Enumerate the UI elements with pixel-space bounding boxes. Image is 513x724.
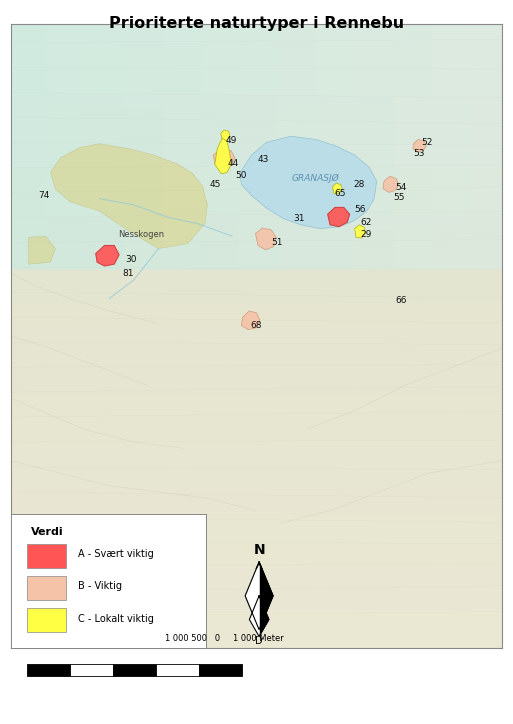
Polygon shape [259, 596, 269, 636]
Text: Nesskogen: Nesskogen [118, 230, 164, 240]
Polygon shape [95, 245, 119, 266]
Text: 81: 81 [123, 269, 134, 278]
Bar [70, 665, 113, 676]
Text: 65: 65 [334, 189, 345, 198]
Text: 29: 29 [361, 230, 372, 240]
Text: 1 000 500   0: 1 000 500 0 [165, 634, 220, 643]
Bar [27, 544, 66, 568]
Polygon shape [240, 136, 377, 229]
Text: 52: 52 [421, 138, 432, 147]
Bar [27, 576, 66, 599]
Polygon shape [249, 596, 259, 636]
Text: A - Svært viktig: A - Svært viktig [77, 550, 153, 559]
Text: 28: 28 [353, 180, 365, 190]
Polygon shape [259, 562, 273, 630]
Polygon shape [354, 225, 365, 238]
Polygon shape [50, 144, 207, 248]
Text: 44: 44 [227, 159, 239, 168]
Bar [27, 665, 70, 676]
Text: 62: 62 [361, 218, 372, 227]
Text: 68: 68 [251, 321, 262, 330]
Text: 74: 74 [38, 191, 50, 200]
Text: 51: 51 [271, 237, 283, 247]
Bar [113, 665, 156, 676]
Polygon shape [213, 148, 235, 167]
Bar [156, 665, 199, 676]
Text: 50: 50 [235, 171, 246, 180]
Polygon shape [245, 562, 259, 630]
Bar [27, 608, 66, 632]
Polygon shape [255, 228, 276, 250]
Text: 66: 66 [396, 296, 407, 305]
Text: 30: 30 [125, 256, 136, 264]
Text: B - Viktig: B - Viktig [77, 581, 122, 592]
Text: 54: 54 [395, 183, 406, 192]
Text: Verdi: Verdi [31, 527, 64, 537]
Polygon shape [413, 139, 426, 152]
Polygon shape [241, 311, 260, 329]
Polygon shape [28, 236, 55, 264]
Polygon shape [215, 138, 231, 174]
Polygon shape [383, 176, 399, 193]
Polygon shape [221, 130, 230, 141]
Text: 55: 55 [393, 193, 405, 202]
Text: 43: 43 [258, 156, 269, 164]
Text: 45: 45 [210, 180, 221, 189]
Text: N: N [253, 543, 265, 557]
Text: Prioriterte naturtyper i Rennebu: Prioriterte naturtyper i Rennebu [109, 16, 404, 31]
Bar [199, 665, 242, 676]
Text: GRANASJØ: GRANASJØ [291, 174, 339, 183]
Text: 53: 53 [413, 148, 425, 158]
Polygon shape [328, 207, 350, 227]
Text: 31: 31 [293, 214, 304, 223]
Polygon shape [332, 183, 342, 193]
Text: D: D [255, 636, 263, 647]
Text: 56: 56 [354, 205, 366, 214]
Text: 49: 49 [226, 136, 237, 145]
Text: 1 000 Meter: 1 000 Meter [233, 634, 284, 643]
Text: C - Lokalt viktig: C - Lokalt viktig [77, 613, 153, 623]
